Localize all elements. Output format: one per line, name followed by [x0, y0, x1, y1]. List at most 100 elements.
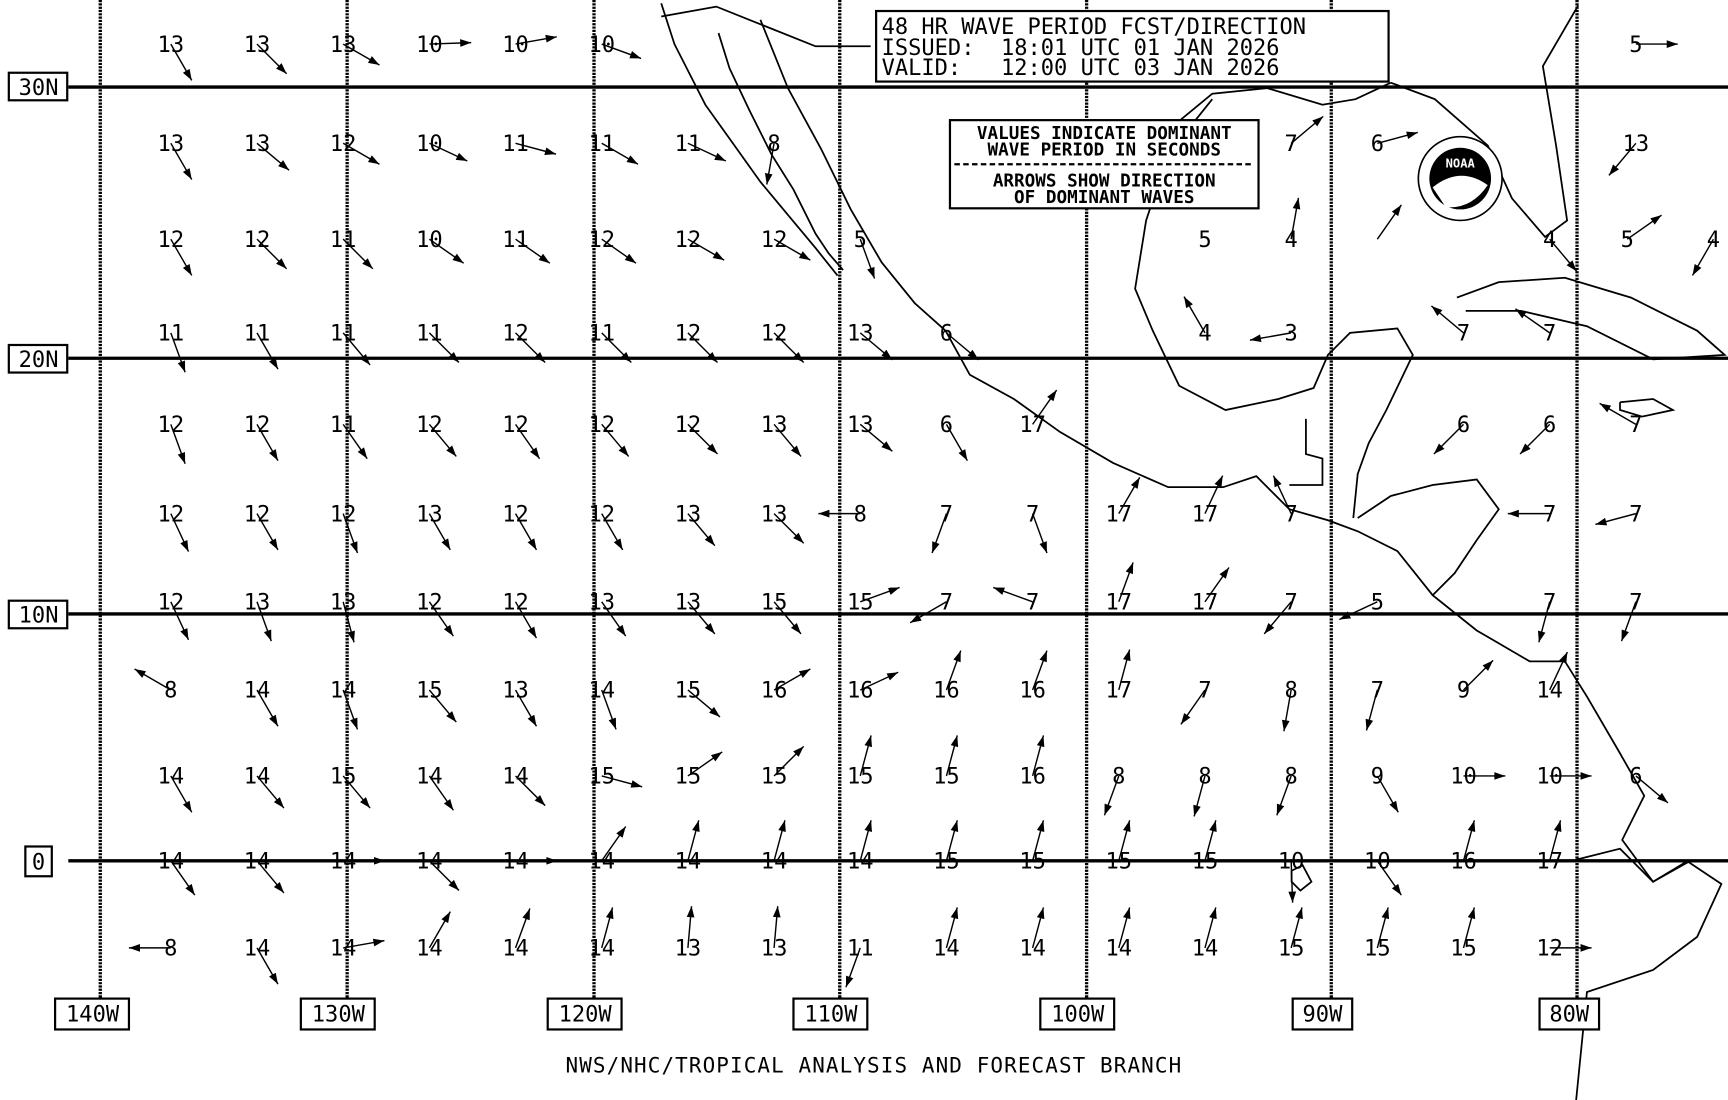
arrowhead-icon	[692, 820, 700, 833]
arrowhead-icon	[1249, 334, 1262, 343]
arrowhead-icon	[709, 706, 720, 717]
wave-cell: 11	[675, 132, 727, 162]
wave-cell: 16	[933, 650, 962, 704]
wave-cell: 12	[502, 322, 546, 363]
wave-cell: 17	[1106, 476, 1141, 527]
wave-cell: 7	[1595, 502, 1643, 527]
wave-cell: 7	[1026, 502, 1048, 554]
arrowhead-icon	[1219, 567, 1229, 579]
arrowhead-icon	[1431, 305, 1443, 316]
wave-cell: 4	[1543, 228, 1578, 272]
arrowhead-icon	[1039, 650, 1047, 663]
wave-cell: 15	[933, 735, 960, 790]
wave-cell: 12	[330, 132, 380, 165]
wave-cell: 10	[588, 33, 642, 60]
arrowhead-icon	[1666, 40, 1678, 48]
arrowhead-icon	[704, 622, 715, 634]
wave-cell: 15	[675, 679, 721, 718]
wave-cell: 8	[1193, 765, 1212, 817]
arrowhead-icon	[1123, 907, 1131, 920]
arrowhead-icon	[704, 534, 715, 546]
wave-cell: 14	[416, 911, 451, 962]
arrowhead-icon	[613, 538, 623, 550]
wave-period-value: 11	[588, 132, 615, 157]
arrowhead-icon	[1184, 296, 1193, 309]
wave-period-value: 7	[1457, 322, 1470, 347]
wave-cell: 7	[1620, 591, 1643, 642]
arrowhead-icon	[1214, 475, 1223, 488]
wave-cell: 12	[158, 228, 193, 276]
legend-line-1: VALUES INDICATE DOMINANT	[977, 124, 1232, 144]
arrowhead-icon	[1692, 263, 1702, 276]
wave-cell: 7	[1365, 679, 1384, 731]
arrowhead-icon	[1494, 772, 1506, 780]
wave-cell: 17	[1536, 820, 1563, 875]
arrowhead-icon	[182, 68, 192, 81]
wave-cell: 6	[1629, 765, 1669, 804]
arrowhead-icon	[616, 624, 626, 637]
wave-cell: 8	[1103, 765, 1125, 816]
arrowhead-icon	[616, 826, 626, 838]
wave-cell: 12	[244, 413, 279, 461]
wave-cell: 13	[244, 132, 290, 171]
wave-cell: 14	[502, 765, 546, 807]
wave-cell: 15	[761, 591, 802, 635]
wave-period-value: 3	[1285, 322, 1298, 347]
arrowhead-icon	[1566, 260, 1577, 272]
wave-cell: 15	[847, 735, 874, 790]
wave-period-value: 14	[330, 850, 357, 875]
wave-cell: 12	[675, 413, 719, 455]
lat-label-20n: 20N	[19, 348, 59, 373]
arrowhead-icon	[367, 56, 380, 66]
arrowhead-icon	[1381, 907, 1390, 920]
arrowhead-icon	[630, 780, 643, 788]
wave-cell: 15	[1106, 820, 1132, 875]
wave-cell: 8	[1276, 765, 1298, 816]
wave-period-value: 14	[502, 937, 529, 962]
arrowhead-icon	[1123, 649, 1131, 662]
wave-cell: 15	[1364, 907, 1391, 962]
wave-period-value: 11	[502, 132, 529, 157]
wave-period-value: 17	[1106, 591, 1133, 616]
coast-baja-west	[660, 3, 839, 277]
issued-line: ISSUED: 18:01 UTC 01 JAN 2026	[882, 36, 1280, 61]
noaa-logo: NOAA	[1417, 135, 1503, 222]
wave-period-value: 17	[1106, 679, 1133, 704]
arrowhead-icon	[1553, 820, 1562, 833]
wave-period-value: 7	[1285, 591, 1298, 616]
wave-cell: 14	[416, 765, 454, 811]
lon-label-100w: 100W	[1051, 1003, 1105, 1028]
legend-box: VALUES INDICATE DOMINANT WAVE PERIOD IN …	[948, 119, 1260, 210]
valid-line: VALID: 12:00 UTC 03 JAN 2026	[882, 56, 1280, 81]
arrowhead-icon	[1193, 804, 1201, 817]
wave-period-value: 5	[1629, 33, 1642, 58]
lon-label-110w: 110W	[804, 1003, 858, 1028]
arrowhead-icon	[527, 538, 537, 550]
wave-cell: 13	[158, 132, 193, 180]
coast-baja-east	[717, 32, 844, 271]
wave-cell: 16	[1450, 820, 1477, 875]
arrowhead-icon	[1365, 718, 1374, 731]
lon-label-box	[546, 997, 623, 1031]
lon-label-80w: 80W	[1549, 1003, 1590, 1028]
arrowhead-icon	[1276, 803, 1285, 816]
arrowhead-icon	[864, 735, 872, 748]
wave-cell: 16	[761, 668, 811, 704]
wave-period-value: 6	[940, 322, 953, 347]
arrowhead-icon	[1312, 116, 1324, 127]
arrowhead-icon	[1264, 622, 1275, 634]
arrowhead-icon	[452, 253, 464, 264]
lon-label-box	[1039, 997, 1116, 1031]
arrowhead-icon	[1039, 541, 1047, 553]
arrowhead-icon	[867, 266, 875, 279]
wave-cell: 14	[933, 907, 960, 962]
arrowhead-icon	[273, 881, 284, 893]
arrowhead-icon	[441, 911, 451, 924]
wave-period-value: 7	[940, 591, 953, 616]
arrowhead-icon	[1559, 652, 1568, 664]
arrowhead-icon	[624, 253, 637, 264]
coast-jamaica	[1619, 398, 1676, 418]
arrowhead-icon	[881, 441, 893, 452]
wave-period-value: 14	[588, 850, 615, 875]
wave-cell: 5	[1621, 214, 1662, 253]
